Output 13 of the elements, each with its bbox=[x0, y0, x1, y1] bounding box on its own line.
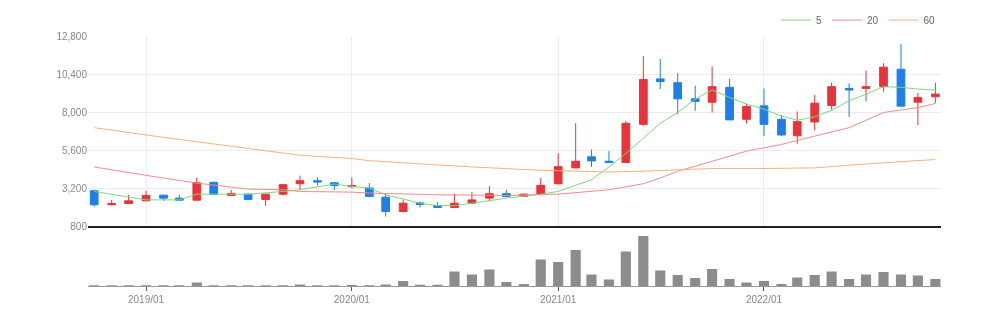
legend-label: 60 bbox=[923, 15, 936, 26]
x-tick-label: 2019/01 bbox=[127, 294, 165, 305]
y-tick-label: 800 bbox=[70, 220, 88, 232]
y-tick-label: 3,200 bbox=[61, 182, 88, 194]
legend-label: 5 bbox=[816, 15, 822, 26]
x-tick-label: 2021/01 bbox=[540, 294, 577, 305]
x-tick-label: 2020/01 bbox=[333, 294, 371, 305]
y-tick-label: 10,400 bbox=[56, 68, 88, 80]
x-tick-label: 2022/01 bbox=[745, 294, 783, 305]
y-tick-label: 12,800 bbox=[56, 30, 88, 42]
legend-label: 20 bbox=[867, 15, 879, 26]
y-tick-label: 5,600 bbox=[61, 144, 88, 156]
y-tick-label: 8,000 bbox=[61, 106, 88, 118]
